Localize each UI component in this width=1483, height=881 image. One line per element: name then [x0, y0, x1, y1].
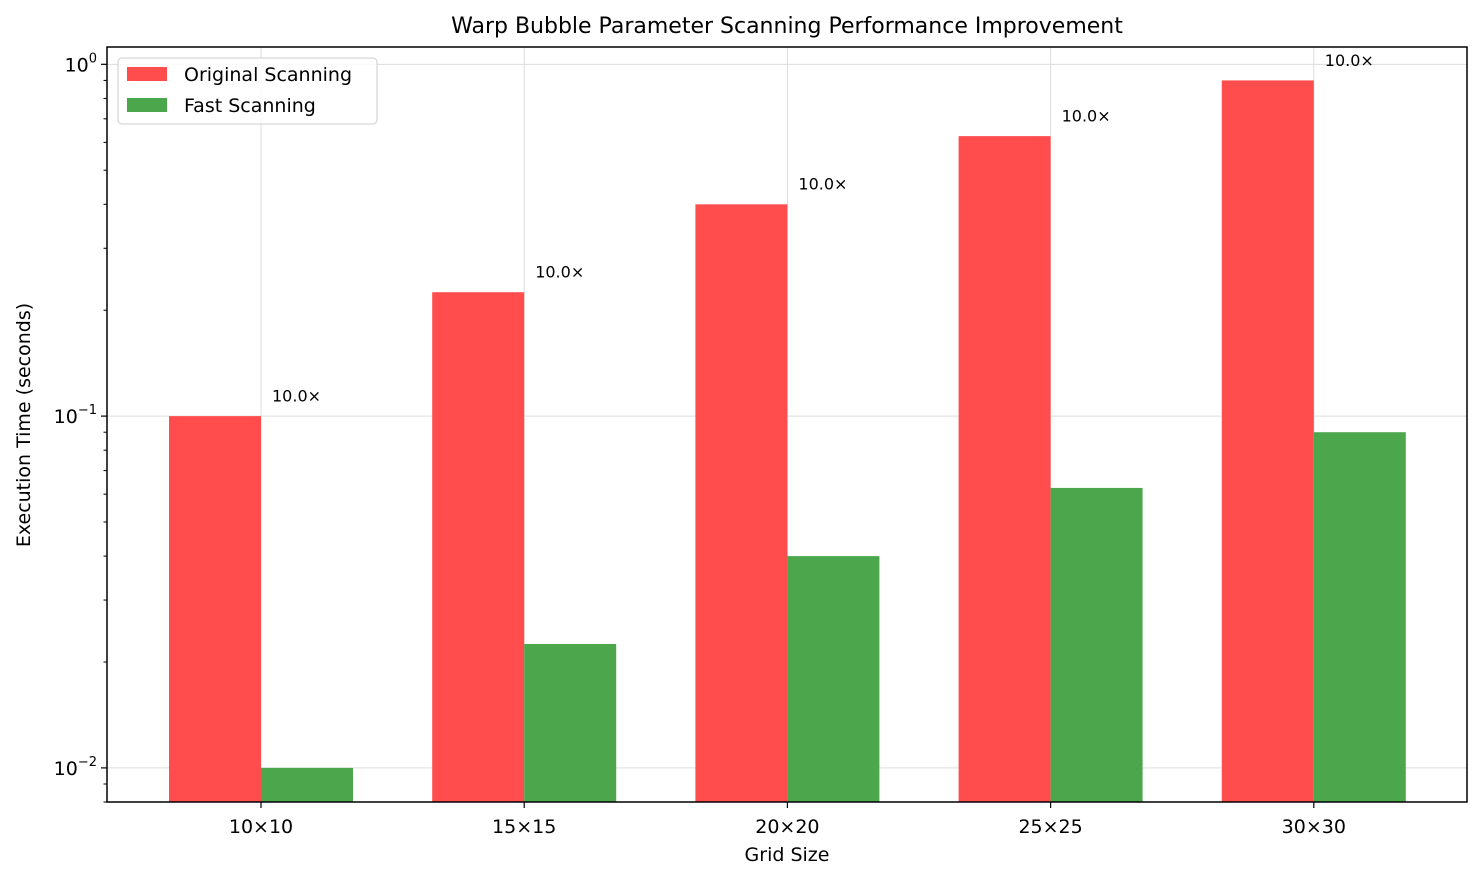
fast-scanning-bar: [524, 644, 617, 802]
speedup-label: 10.0×: [798, 175, 847, 194]
original-scanning-bar: [169, 416, 261, 802]
original-scanning-bar: [432, 292, 525, 802]
speedup-label: 10.0×: [1062, 107, 1111, 126]
y-axis-label: Execution Time (seconds): [13, 303, 35, 547]
x-axis-label: Grid Size: [745, 844, 830, 866]
x-tick-label: 15×15: [492, 816, 556, 838]
legend: Original Scanning Fast Scanning: [117, 57, 378, 125]
original-scanning-bar: [695, 204, 788, 802]
annotation-layer: 10.0× 10.0× 10.0× 10.0× 10.0×: [272, 51, 1374, 406]
fast-scanning-bar: [1313, 432, 1406, 802]
original-scanning-bar: [958, 136, 1051, 802]
legend-label: Original Scanning: [184, 64, 352, 86]
speedup-label: 10.0×: [272, 387, 321, 406]
speedup-label: 10.0×: [535, 263, 584, 282]
original-scanning-bar: [1221, 80, 1314, 802]
y-tick-label: 10−2: [54, 755, 97, 780]
legend-label: Fast Scanning: [184, 95, 316, 117]
x-tick-label: 10×10: [229, 816, 293, 838]
x-axis-ticks: 10×10 15×15 20×20 25×25 30×30: [229, 802, 1346, 838]
legend-swatch: [127, 98, 167, 112]
fast-scanning-bar: [1050, 487, 1143, 802]
x-tick-label: 25×25: [1018, 816, 1082, 838]
x-tick-label: 30×30: [1282, 816, 1346, 838]
y-tick-label: 10−1: [54, 403, 97, 428]
speedup-label: 10.0×: [1325, 51, 1374, 70]
fast-scanning-bar: [261, 767, 353, 802]
bars-layer: [169, 80, 1406, 802]
legend-swatch: [127, 67, 167, 81]
y-axis-ticks: 10−2 10−1 100: [54, 51, 107, 803]
fast-scanning-bar: [787, 556, 880, 802]
chart-title: Warp Bubble Parameter Scanning Performan…: [451, 14, 1123, 39]
legend-box: [117, 57, 378, 125]
x-tick-label: 20×20: [755, 816, 819, 838]
y-tick-label: 100: [65, 51, 97, 76]
